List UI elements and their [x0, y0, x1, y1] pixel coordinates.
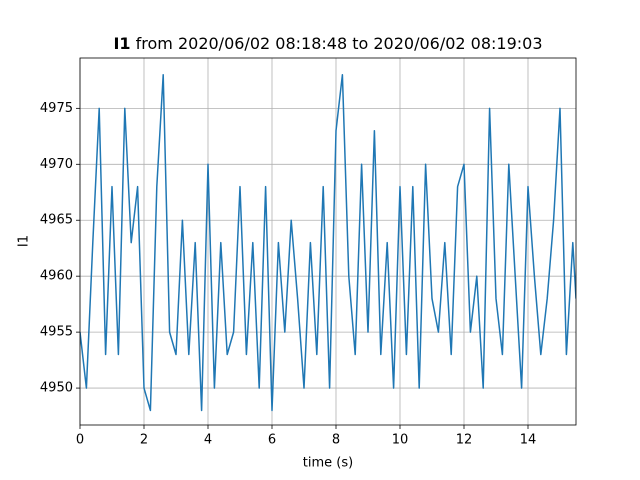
y-tick-label: 4955 [40, 325, 73, 340]
y-tick-label: 4960 [40, 269, 73, 284]
y-axis-label: I1 [17, 235, 32, 247]
x-tick-label: 2 [140, 433, 148, 448]
y-tick-label: 4975 [40, 101, 73, 116]
x-tick-label: 4 [204, 433, 212, 448]
x-tick-label: 12 [456, 433, 473, 448]
y-tick-label: 4950 [40, 381, 73, 396]
y-tick-label: 4970 [40, 157, 73, 172]
x-axis-label: time (s) [303, 456, 353, 471]
x-tick-label: 8 [332, 433, 340, 448]
title-text: from 2020/06/02 08:18:48 to 2020/06/02 0… [136, 34, 543, 53]
title-bold: I1 [113, 34, 130, 53]
chart-title: I1 from 2020/06/02 08:18:48 to 2020/06/0… [113, 34, 542, 53]
x-tick-label: 14 [520, 433, 537, 448]
x-tick-label: 0 [76, 433, 84, 448]
x-tick-label: 6 [268, 433, 276, 448]
x-tick-label: 10 [392, 433, 409, 448]
data-line [80, 74, 576, 412]
y-tick-label: 4965 [40, 213, 73, 228]
axes-frame [79, 57, 577, 426]
